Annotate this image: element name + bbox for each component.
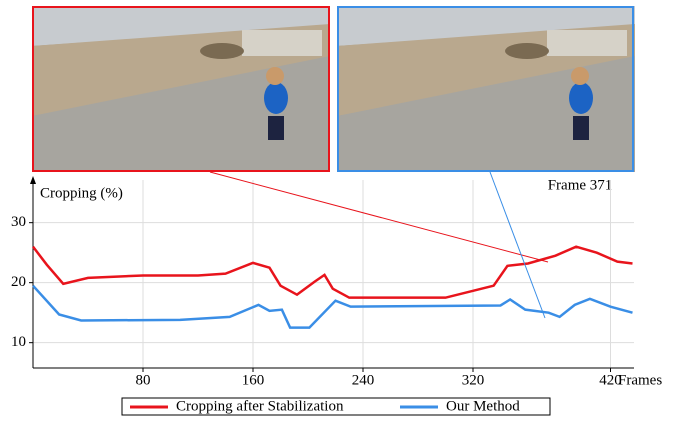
x-tick-label: 160: [242, 372, 265, 388]
y-tick-label: 10: [11, 334, 26, 350]
link-blue: [490, 172, 545, 318]
figure: Frame 371 Cropping (%) Frames 10 20 30 80 16…: [0, 0, 674, 416]
legend-label: Cropping after Stabilization: [176, 398, 344, 414]
line-series: [33, 286, 633, 328]
x-tick-label: 240: [352, 372, 375, 388]
y-axis-label: Cropping (%): [40, 185, 123, 201]
y-tick-label: 30: [11, 214, 26, 230]
annotation: Frame 371: [548, 177, 613, 193]
x-tick-label: 80: [136, 372, 151, 388]
y-tick-label: 20: [11, 274, 26, 290]
photo-left: [32, 6, 330, 172]
x-tick-label: 320: [462, 372, 485, 388]
x-tick-label: 420: [599, 372, 622, 388]
line-series: [33, 247, 633, 298]
x-axis-label: Frames: [618, 372, 662, 388]
legend-label: Our Method: [446, 398, 520, 414]
photo-right: [337, 6, 635, 172]
link-red: [210, 172, 548, 262]
y-axis-arrow: [30, 176, 36, 184]
